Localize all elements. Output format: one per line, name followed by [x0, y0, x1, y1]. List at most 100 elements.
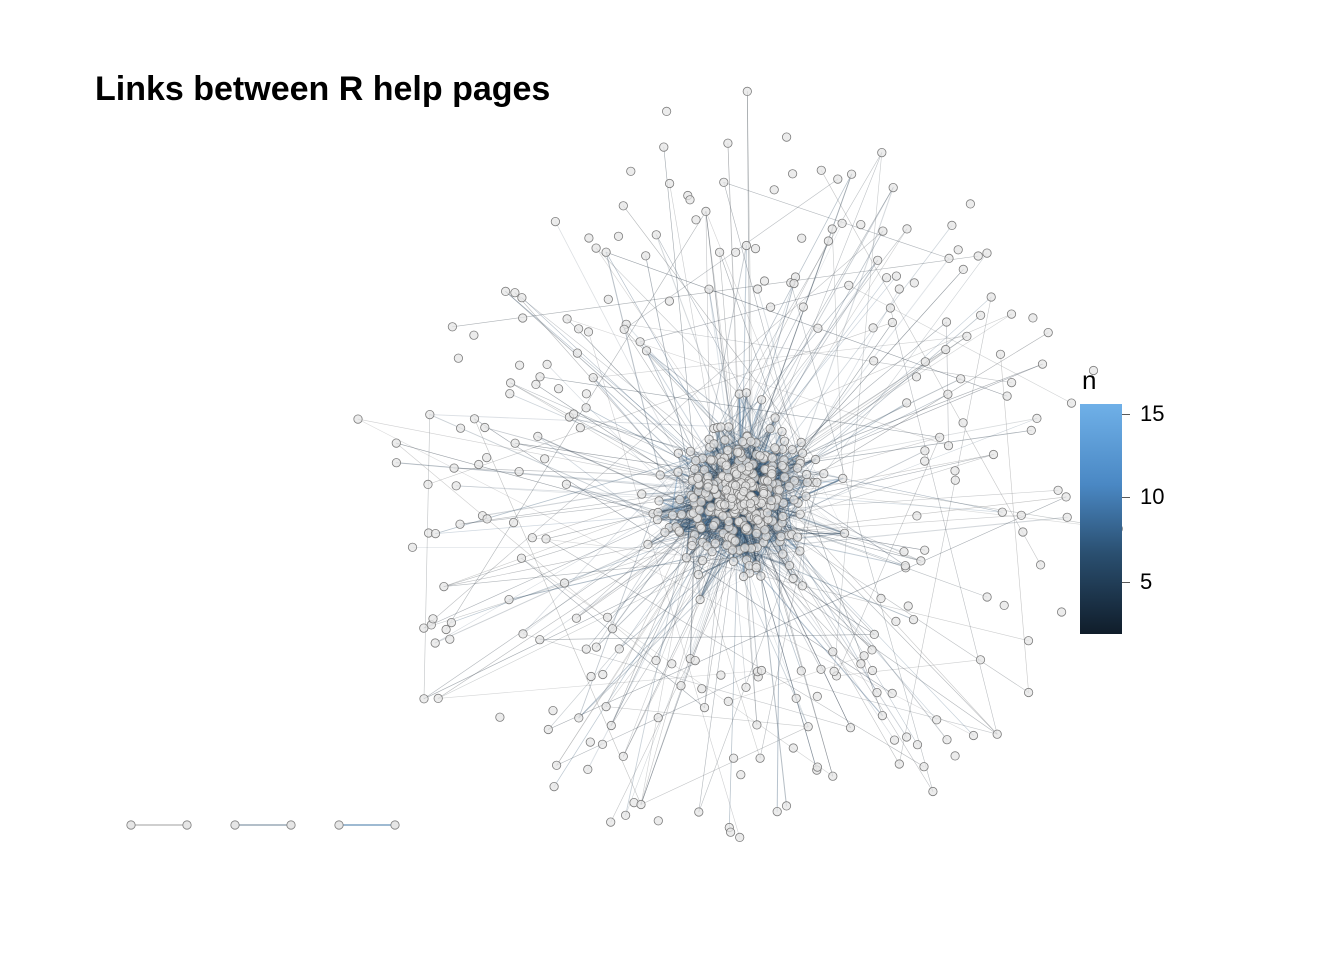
node: [789, 744, 797, 752]
node: [770, 186, 778, 194]
node: [902, 733, 910, 741]
node: [642, 252, 650, 260]
node: [936, 433, 944, 441]
node: [686, 196, 694, 204]
node: [951, 476, 959, 484]
node: [828, 225, 836, 233]
node: [921, 457, 929, 465]
node: [798, 449, 806, 457]
node: [549, 706, 557, 714]
node: [574, 325, 582, 333]
node: [943, 736, 951, 744]
node: [813, 692, 821, 700]
node: [747, 437, 755, 445]
node: [607, 818, 615, 826]
node: [505, 595, 513, 603]
node: [840, 529, 848, 537]
node: [694, 570, 702, 578]
node: [528, 534, 536, 542]
node: [917, 557, 925, 565]
node: [860, 652, 868, 660]
legend-tick-label: 5: [1140, 569, 1152, 595]
node: [724, 446, 732, 454]
legend-tick-label: 15: [1140, 401, 1164, 427]
node: [757, 396, 765, 404]
legend-tick-label: 10: [1140, 484, 1164, 510]
node: [802, 470, 810, 478]
node: [834, 175, 842, 183]
node: [519, 630, 527, 638]
node: [697, 498, 705, 506]
node: [682, 554, 690, 562]
node: [904, 602, 912, 610]
node: [767, 496, 775, 504]
node: [562, 480, 570, 488]
node: [752, 529, 760, 537]
node: [517, 554, 525, 562]
node: [688, 541, 696, 549]
node: [892, 617, 900, 625]
node: [878, 148, 886, 156]
node: [752, 563, 760, 571]
node: [820, 470, 828, 478]
node: [392, 459, 400, 467]
legend-colorbar: [1080, 404, 1122, 634]
node: [696, 595, 704, 603]
node: [726, 828, 734, 836]
node: [560, 579, 568, 587]
node: [771, 414, 779, 422]
node: [599, 670, 607, 678]
node: [740, 487, 748, 495]
node: [589, 374, 597, 382]
node: [697, 524, 705, 532]
node: [778, 427, 786, 435]
node: [847, 170, 855, 178]
node: [534, 432, 542, 440]
node: [585, 234, 593, 242]
node: [779, 512, 787, 520]
node: [434, 694, 442, 702]
node: [608, 625, 616, 633]
node: [552, 761, 560, 769]
node: [660, 143, 668, 151]
node: [424, 480, 432, 488]
node: [731, 481, 739, 489]
node: [354, 415, 362, 423]
node: [689, 494, 697, 502]
node: [1033, 414, 1041, 422]
node: [793, 533, 801, 541]
node: [993, 730, 1001, 738]
legend-title: n: [1082, 365, 1200, 396]
node: [782, 802, 790, 810]
node: [889, 183, 897, 191]
node: [951, 467, 959, 475]
node: [731, 248, 739, 256]
node: [830, 667, 838, 675]
isolated-pairs: [125, 815, 477, 835]
node: [392, 439, 400, 447]
node: [127, 821, 135, 829]
node: [391, 821, 399, 829]
node: [420, 624, 428, 632]
node: [738, 438, 746, 446]
node: [944, 442, 952, 450]
legend-tick: 10: [1122, 484, 1164, 510]
node: [710, 440, 718, 448]
node: [983, 593, 991, 601]
node: [976, 656, 984, 664]
node: [724, 697, 732, 705]
node: [506, 379, 514, 387]
node: [900, 548, 908, 556]
node: [857, 220, 865, 228]
node: [951, 752, 959, 760]
node: [592, 643, 600, 651]
node: [483, 515, 491, 523]
node: [698, 685, 706, 693]
node: [603, 613, 611, 621]
node: [582, 404, 590, 412]
node: [877, 594, 885, 602]
node: [496, 713, 504, 721]
node: [442, 625, 450, 633]
node: [668, 511, 676, 519]
node: [998, 508, 1006, 516]
